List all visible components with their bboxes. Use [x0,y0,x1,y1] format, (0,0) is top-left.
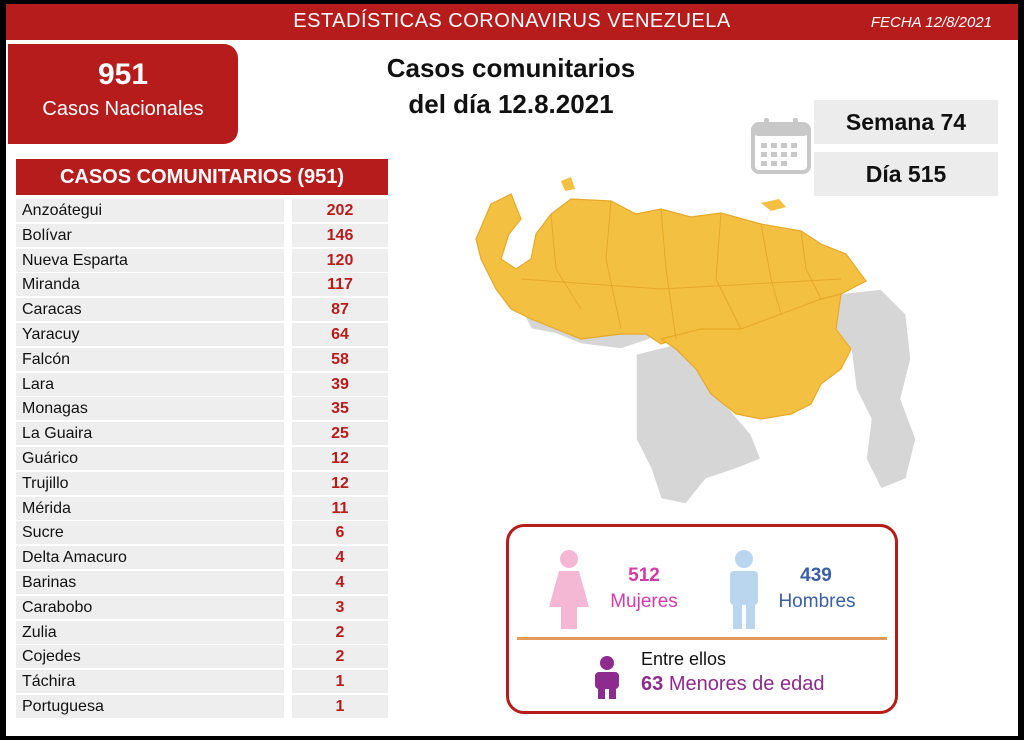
minors-count: 63 [641,673,664,695]
minors-intro: Entre ellos [641,649,727,669]
table-row: Mérida 11 [16,496,388,522]
header-bar: ESTADÍSTICAS CORONAVIRUS VENEZUELA FECHA… [6,4,1018,40]
table-title: CASOS COMUNITARIOS (951) [16,159,388,195]
header-title: ESTADÍSTICAS CORONAVIRUS VENEZUELA [293,10,731,32]
state-cases: 58 [292,347,388,371]
headline: Casos comunitarios del día 12.8.2021 [336,50,686,122]
day-counter: Día 515 [814,152,998,196]
man-icon [730,550,758,629]
state-name: Anzoátegui [16,199,284,222]
state-cases: 1 [292,670,388,694]
table-row: Barinas 4 [16,570,388,596]
state-cases: 146 [292,223,388,247]
state-name: Falcón [16,347,284,371]
table-row: Miranda 117 [16,273,388,298]
state-name: Caracas [16,298,284,322]
state-name: Cojedes [16,645,284,669]
gender-divider [517,637,887,640]
table-row: Delta Amacuro 4 [16,546,388,571]
table-row: Bolívar 146 [16,223,388,249]
state-name: Portuguesa [16,694,284,718]
map-region-yellow-bolivar [659,293,852,420]
state-cases: 35 [292,397,388,421]
women-count: 512 [628,565,660,586]
state-cases: 120 [292,248,388,272]
table-row: Sucre 6 [16,521,388,546]
table-row: Yaracuy 64 [16,322,388,348]
table-row: Guárico 12 [16,446,388,472]
state-name: La Guaira [16,422,284,446]
table-row: Caracas 87 [16,298,388,323]
state-name: Carabobo [16,595,284,619]
state-cases: 2 [292,645,388,669]
men-label: Hombres [778,591,856,612]
state-cases: 64 [292,322,388,346]
week-counter: Semana 74 [814,100,998,144]
national-cases-label: Casos Nacionales [42,98,204,120]
calendar-icon [751,118,811,174]
state-cases: 4 [292,546,388,570]
state-cases: 3 [292,595,388,619]
state-name: Nueva Esparta [16,248,284,272]
state-cases: 6 [292,521,388,545]
national-cases-count: 951 [97,58,149,91]
state-name: Bolívar [16,223,284,247]
table-row: Monagas 35 [16,397,388,422]
map-region-yellow-north [475,193,867,345]
state-cases: 117 [292,273,388,297]
minor-icon [595,656,619,699]
state-name: Zulia [16,620,284,644]
state-cases: 12 [292,446,388,470]
state-name: Lara [16,372,284,396]
state-name: Barinas [16,570,284,594]
state-cases: 202 [292,199,388,222]
state-name: Miranda [16,273,284,297]
state-name: Yaracuy [16,322,284,346]
state-name: Guárico [16,446,284,470]
state-name: Trujillo [16,471,284,495]
map-region-grey-east [835,288,917,490]
state-name: Monagas [16,397,284,421]
header-date: FECHA 12/8/2021 [870,14,992,31]
venezuela-map [475,177,917,505]
infographic-card: ESTADÍSTICAS CORONAVIRUS VENEZUELA FECHA… [6,4,1018,736]
headline-line1: Casos comunitarios [386,53,636,83]
map-region-yellow-peninsula [561,177,575,191]
state-name: Táchira [16,670,284,694]
table-row: Falcón 58 [16,347,388,373]
state-cases: 11 [292,496,388,520]
state-name: Mérida [16,496,284,520]
women-label: Mujeres [610,591,678,612]
table-row: Táchira 1 [16,670,388,695]
table-row: Lara 39 [16,372,388,398]
state-cases: 2 [292,620,388,644]
map-region-yellow-island [761,199,786,211]
state-cases: 87 [292,298,388,322]
state-cases: 12 [292,471,388,495]
table-row: Cojedes 2 [16,645,388,670]
state-cases: 1 [292,694,388,718]
table-row: Anzoátegui 202 [16,199,388,224]
state-cases: 39 [292,372,388,396]
table-row: Zulia 2 [16,620,388,646]
minors-line: 63 Menores de edad [641,673,824,696]
headline-line2: del día 12.8.2021 [408,89,614,119]
table-row: Portuguesa 1 [16,694,388,720]
table-row: Carabobo 3 [16,595,388,621]
state-cases: 25 [292,422,388,446]
state-name: Delta Amacuro [16,546,284,570]
table-row: La Guaira 25 [16,422,388,447]
minors-label: Menores de edad [668,673,825,695]
state-name: Sucre [16,521,284,545]
table-row: Nueva Esparta 120 [16,248,388,274]
table-row: Trujillo 12 [16,471,388,497]
national-cases-box: 951 Casos Nacionales [8,44,238,144]
gender-box: 512 Mujeres 439 Hombres Entre ellos 63 M… [506,524,898,714]
cases-table: Anzoátegui 202 Bolívar 146 Nueva Esparta 120 M… [16,199,388,720]
woman-icon [549,550,589,629]
men-count: 439 [800,565,832,586]
state-cases: 4 [292,570,388,594]
